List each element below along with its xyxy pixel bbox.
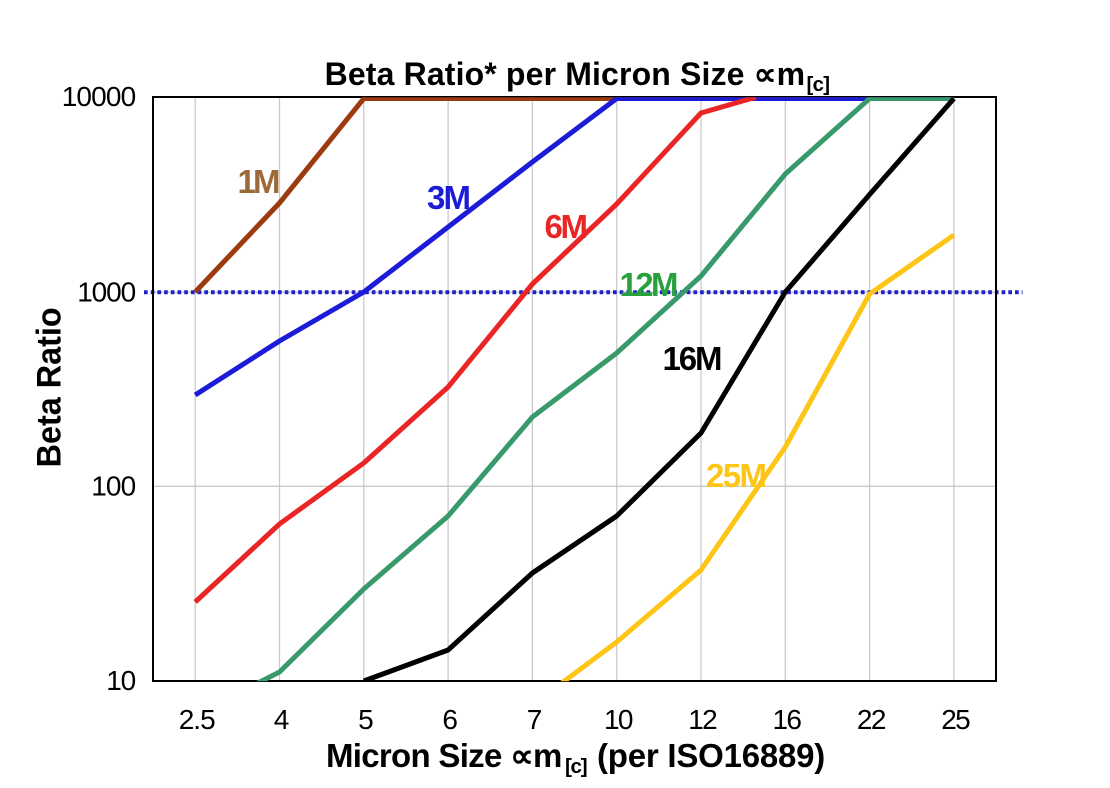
svg-text:7: 7 xyxy=(527,704,543,735)
svg-text:100: 100 xyxy=(91,471,136,502)
svg-text:Micron Size ∝m: Micron Size ∝m xyxy=(326,737,562,774)
svg-text:12M: 12M xyxy=(620,266,679,303)
svg-text:[c]: [c] xyxy=(565,755,588,778)
svg-text:6: 6 xyxy=(442,704,458,735)
svg-text:[c]: [c] xyxy=(807,74,831,96)
svg-text:Beta Ratio: Beta Ratio xyxy=(31,307,69,467)
svg-text:1000: 1000 xyxy=(77,277,136,308)
svg-text:10: 10 xyxy=(604,704,634,735)
svg-text:12: 12 xyxy=(688,704,718,735)
svg-text:(per ISO16889): (per ISO16889) xyxy=(597,737,825,774)
svg-text:22: 22 xyxy=(857,704,887,735)
svg-text:10: 10 xyxy=(106,665,136,696)
svg-text:4: 4 xyxy=(274,704,290,735)
svg-text:2.5: 2.5 xyxy=(179,704,216,735)
svg-text:16: 16 xyxy=(773,704,803,735)
svg-text:3M: 3M xyxy=(427,179,471,216)
svg-text:6M: 6M xyxy=(545,208,589,245)
svg-text:10000: 10000 xyxy=(62,81,137,112)
svg-text:1M: 1M xyxy=(238,163,281,200)
svg-text:5: 5 xyxy=(358,704,374,735)
svg-text:25M: 25M xyxy=(706,457,767,494)
svg-text:25: 25 xyxy=(941,704,971,735)
svg-text:Beta Ratio* per Micron Size ∝m: Beta Ratio* per Micron Size ∝m xyxy=(325,56,805,92)
svg-text:16M: 16M xyxy=(663,340,723,377)
